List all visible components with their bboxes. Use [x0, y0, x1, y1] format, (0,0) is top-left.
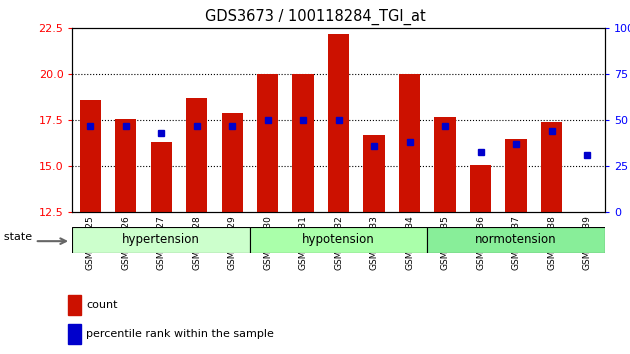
Bar	[79, 100, 101, 212]
Bar	[222, 113, 243, 212]
Bar	[364, 135, 385, 212]
Bar	[435, 117, 455, 212]
Bar	[257, 74, 278, 212]
Bar	[470, 165, 491, 212]
Text: GDS3673 / 100118284_TGI_at: GDS3673 / 100118284_TGI_at	[205, 9, 425, 25]
Text: normotension: normotension	[475, 233, 557, 246]
Bar	[151, 142, 172, 212]
Bar	[72, 227, 250, 253]
Bar	[186, 98, 207, 212]
Bar	[69, 324, 81, 344]
Bar	[541, 122, 562, 212]
Text: percentile rank within the sample: percentile rank within the sample	[86, 329, 274, 339]
Bar	[505, 139, 527, 212]
Text: hypotension: hypotension	[302, 233, 375, 246]
Bar	[69, 295, 81, 315]
Text: count: count	[86, 300, 118, 310]
Bar	[250, 227, 427, 253]
Bar	[115, 119, 136, 212]
Bar	[292, 74, 314, 212]
Bar	[427, 227, 605, 253]
Text: hypertension: hypertension	[122, 233, 200, 246]
Bar	[399, 74, 420, 212]
Text: disease state: disease state	[0, 232, 33, 242]
Bar	[328, 34, 349, 212]
